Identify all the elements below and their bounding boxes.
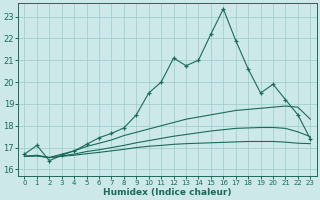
X-axis label: Humidex (Indice chaleur): Humidex (Indice chaleur) bbox=[103, 188, 232, 197]
